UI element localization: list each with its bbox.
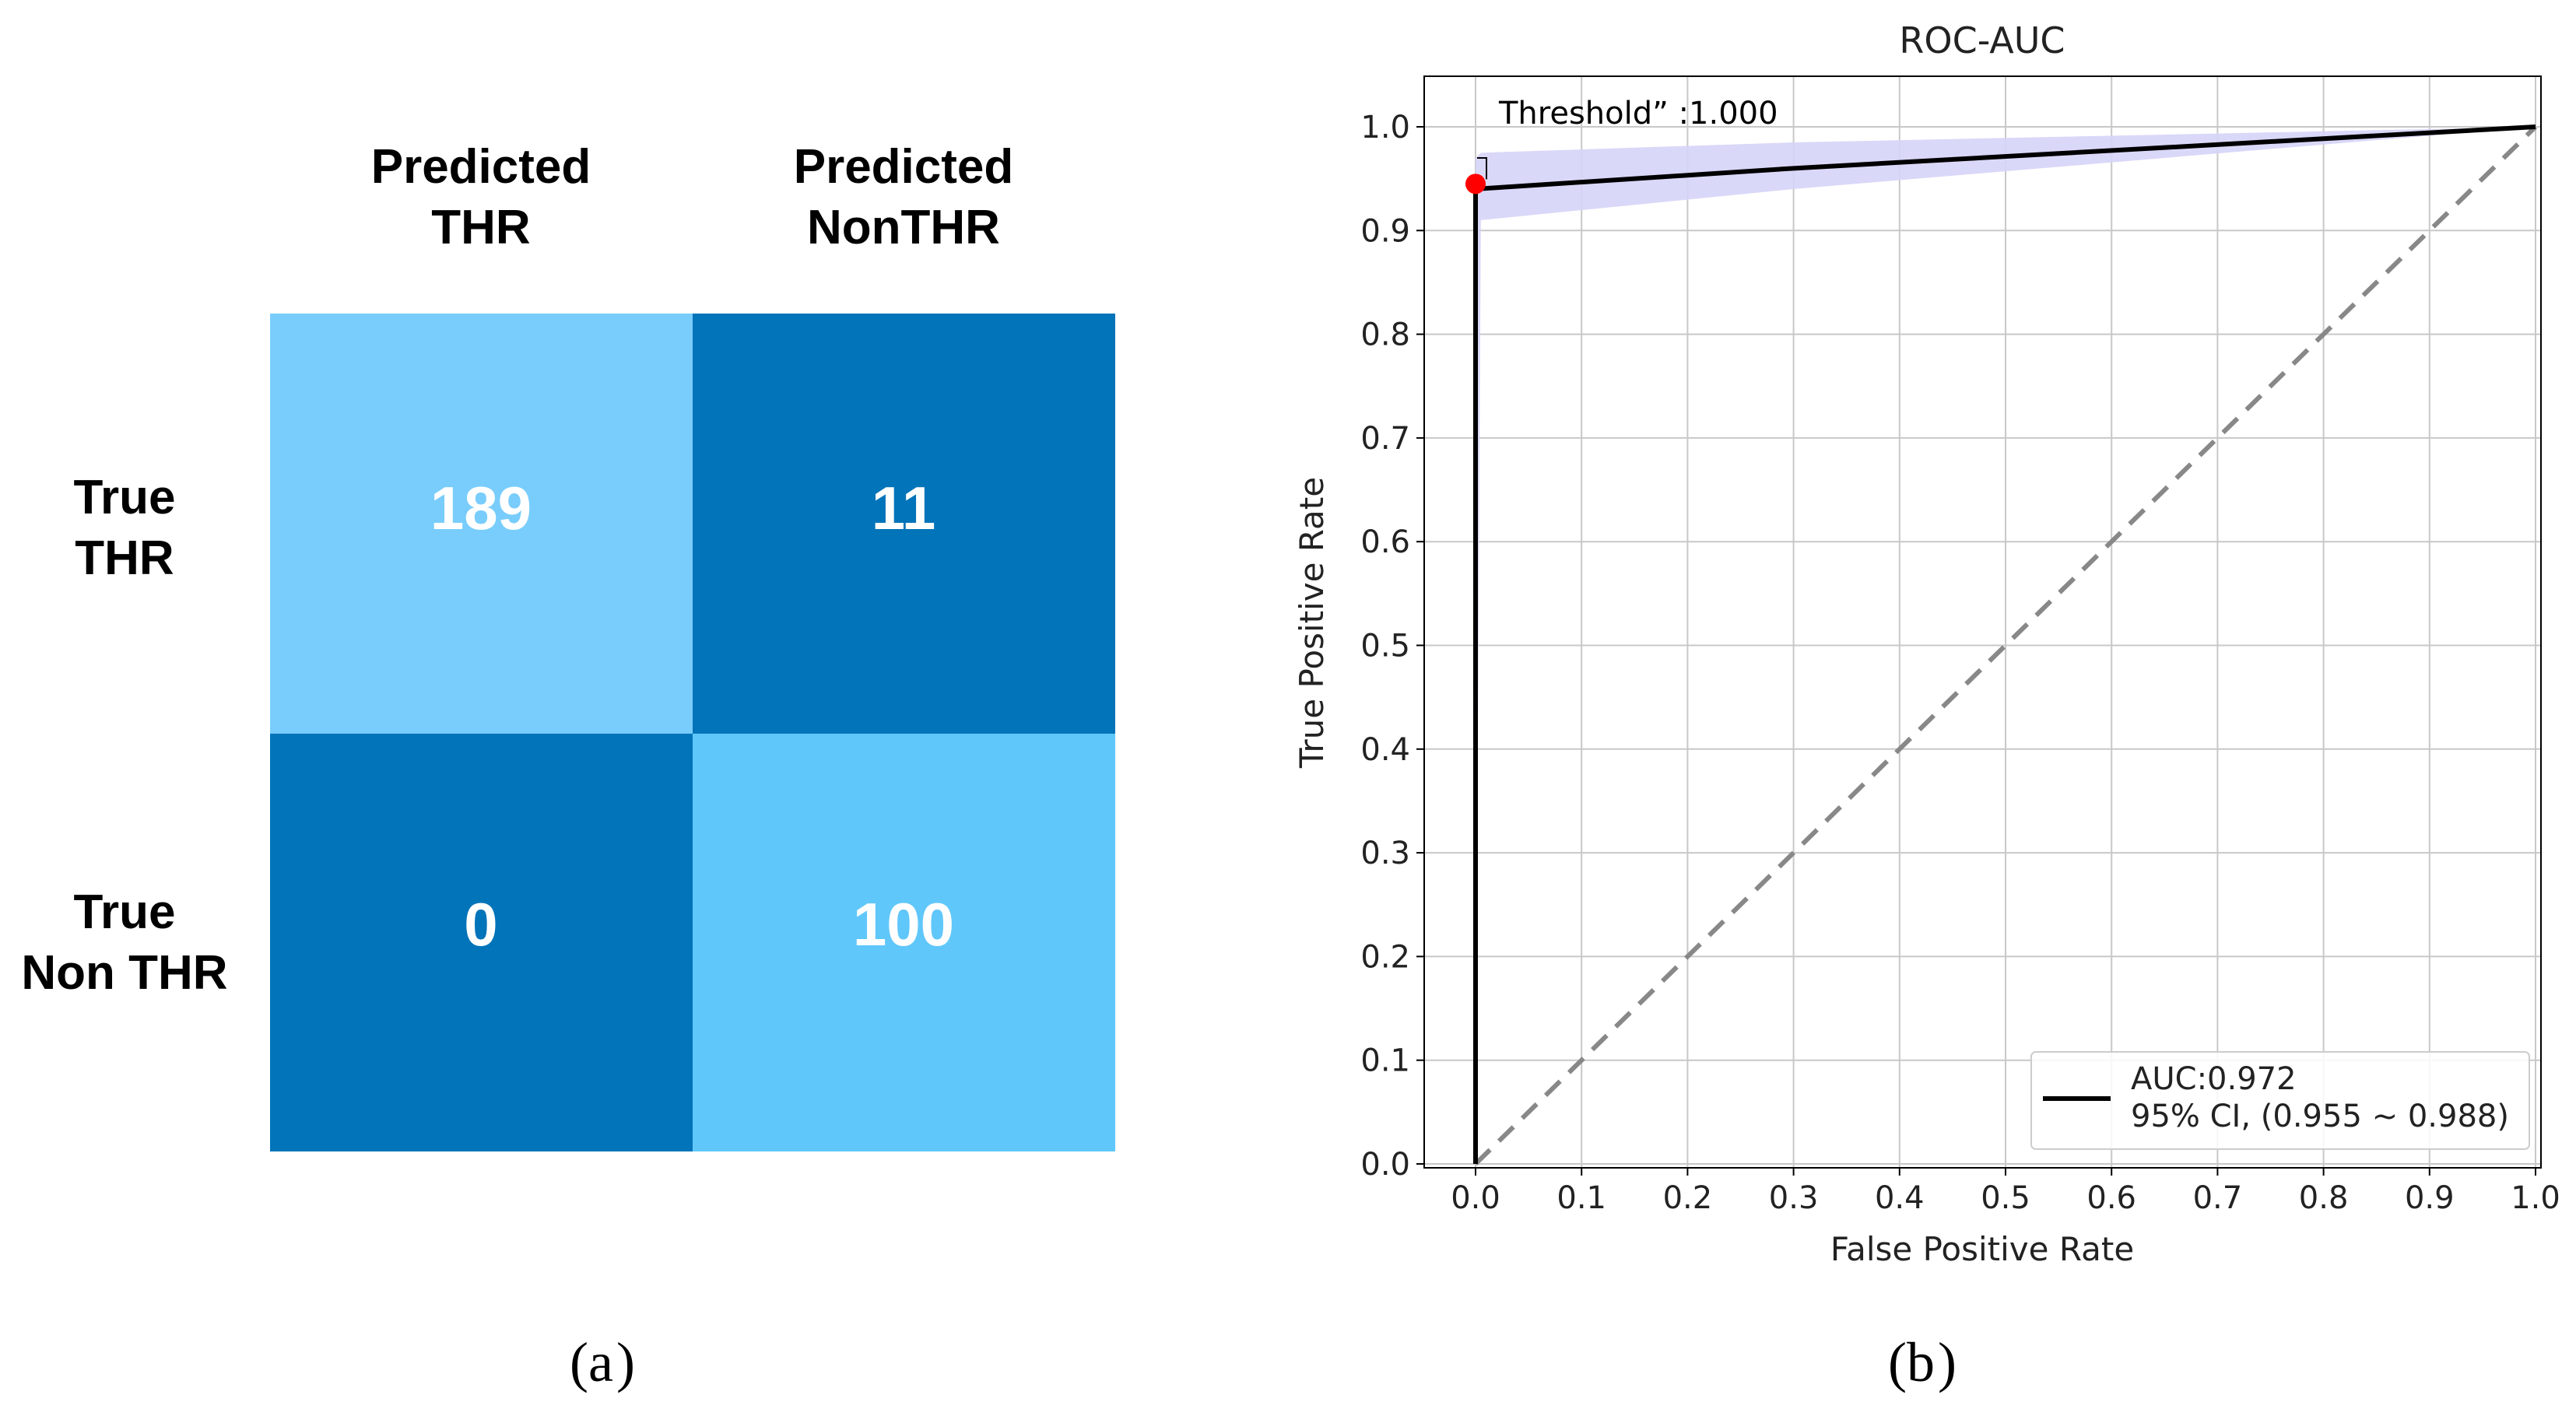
x-axis-ticks: 0.0 0.1 0.2 0.3 0.4 0.5 0.6 0.7 0.8 0.9 1.0 — [1451, 1168, 2560, 1216]
y-tick-label: 0.1 — [1360, 1043, 1410, 1079]
x-tick-label: 0.2 — [1663, 1180, 1713, 1216]
y-tick-label: 0.7 — [1360, 421, 1410, 457]
panel-label-b: ( b ) — [1888, 1331, 1957, 1393]
svg-text:): ) — [1938, 1331, 1957, 1393]
cm-value-fn: 11 — [872, 474, 935, 542]
chance-diagonal-line — [1473, 124, 2538, 1166]
x-tick-label: 0.4 — [1875, 1180, 1925, 1216]
x-tick-label: 0.9 — [2405, 1180, 2455, 1216]
panel-label-b-text: b — [1907, 1331, 1935, 1393]
threshold-label: Threshold” :1.000 — [1498, 96, 1778, 131]
col-header-predicted-nonthr: NonTHR — [807, 201, 1000, 254]
panel-label-a-text: a — [588, 1331, 613, 1393]
y-tick-label: 0.2 — [1360, 939, 1410, 975]
row-header-true-nonthr: True — [74, 885, 176, 939]
cm-value-fp: 0 — [464, 890, 497, 959]
y-tick-label: 1.0 — [1360, 110, 1410, 145]
x-axis-label: False Positive Rate — [1830, 1230, 2134, 1268]
y-tick-label: 0.6 — [1360, 524, 1410, 560]
grid-lines — [1424, 76, 2541, 1168]
y-tick-label: 0.8 — [1360, 317, 1410, 353]
col-header-predicted-thr: Predicted — [371, 140, 591, 194]
col-header-predicted-thr: THR — [431, 201, 530, 254]
y-tick-label: 0.5 — [1360, 629, 1410, 664]
svg-text:(: ( — [570, 1331, 588, 1393]
legend-entry-ci: 95% CI, (0.955 ~ 0.988) — [2131, 1099, 2509, 1134]
legend: AUC:0.972 95% CI, (0.955 ~ 0.988) — [2030, 1051, 2530, 1150]
roc-curve-line — [1473, 124, 2536, 1164]
col-header-predicted-nonthr: Predicted — [794, 140, 1014, 194]
y-axis-ticks: 0.0 0.1 0.2 0.3 0.4 0.5 0.6 0.7 0.8 0.9 1.0 — [1360, 110, 1424, 1183]
svg-text:): ) — [616, 1331, 635, 1393]
cm-value-tn: 100 — [853, 890, 954, 959]
x-tick-label: 0.5 — [1981, 1180, 2030, 1216]
x-tick-label: 0.8 — [2299, 1180, 2349, 1216]
cm-cell-fp — [270, 734, 693, 1151]
row-header-true-thr: True — [74, 471, 176, 524]
svg-text:(: ( — [1888, 1331, 1907, 1393]
y-axis-label: True Positive Rate — [1293, 477, 1331, 769]
threshold-bracket — [1477, 157, 1487, 180]
threshold-point — [1465, 173, 1486, 195]
cm-cell-fn — [693, 314, 1115, 734]
plot-background — [1424, 76, 2541, 1168]
row-header-true-thr: THR — [75, 531, 174, 585]
y-tick-label: 0.4 — [1360, 732, 1410, 768]
chart-title: ROC-AUC — [1899, 19, 2065, 61]
x-tick-label: 0.0 — [1451, 1180, 1500, 1216]
roc-chart: Threshold” :1.000 0.0 0.1 0.2 0.3 0.4 0.5 0.6 0… — [1293, 19, 2560, 1268]
confusion-matrix: 189 11 0 100 Predicted THR Predicted Non… — [21, 140, 1115, 1151]
row-header-true-nonthr: Non THR — [21, 946, 227, 1000]
x-tick-label: 0.7 — [2193, 1180, 2243, 1216]
legend-box — [2030, 1051, 2530, 1150]
y-tick-label: 0.3 — [1360, 836, 1410, 871]
cm-cell-tn — [693, 734, 1115, 1151]
y-tick-label: 0.0 — [1360, 1147, 1410, 1183]
panel-label-a: ( a ) — [570, 1331, 635, 1393]
plot-frame — [1423, 75, 2542, 1169]
x-tick-label: 0.3 — [1769, 1180, 1819, 1216]
x-tick-label: 1.0 — [2511, 1180, 2560, 1216]
legend-entry-auc: AUC:0.972 — [2131, 1061, 2297, 1097]
x-tick-label: 0.6 — [2086, 1180, 2136, 1216]
cm-value-tp: 189 — [430, 474, 532, 542]
cm-cell-tp — [270, 314, 693, 734]
y-tick-label: 0.9 — [1360, 213, 1410, 249]
x-tick-label: 0.1 — [1556, 1180, 1606, 1216]
